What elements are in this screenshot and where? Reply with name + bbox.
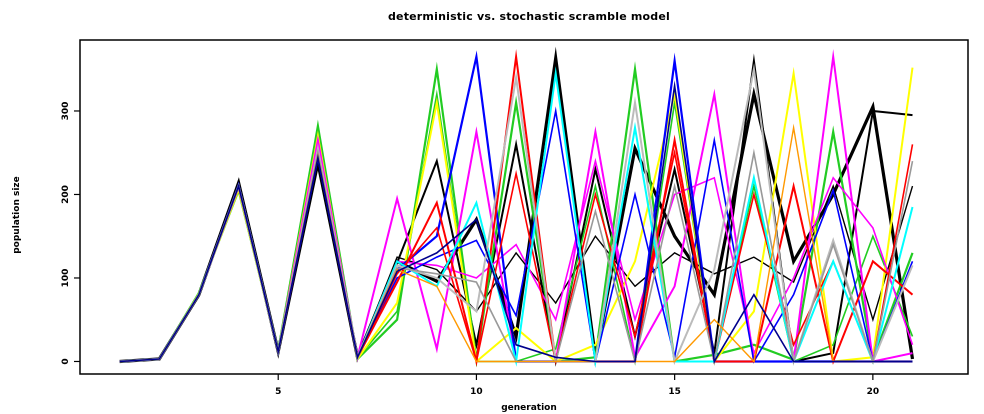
series-line-17 — [119, 80, 913, 364]
series-layer — [119, 46, 915, 369]
plot-frame — [79, 39, 969, 375]
x-tick-label: 5 — [275, 387, 281, 397]
x-tick-label: 20 — [867, 387, 880, 397]
y-tick-label: 300 — [61, 102, 71, 121]
series-line-4 — [119, 61, 914, 368]
series-line-14 — [119, 63, 914, 366]
series-line-13 — [119, 66, 914, 369]
y-tick-label: 200 — [61, 185, 71, 204]
chart-title: deterministic vs. stochastic scramble mo… — [388, 10, 670, 23]
x-axis: 5 10 15 20 — [275, 374, 879, 397]
y-axis: 0 100 200 300 — [61, 102, 80, 365]
x-axis-label: generation — [501, 403, 557, 413]
y-tick-label: 100 — [61, 269, 71, 288]
x-tick-label: 10 — [470, 387, 483, 397]
series-line-5 — [119, 89, 914, 366]
x-tick-label: 15 — [668, 387, 681, 397]
series-line-6 — [119, 66, 914, 364]
y-tick-label: 0 — [61, 358, 71, 364]
y-axis-label: population size — [12, 176, 22, 254]
